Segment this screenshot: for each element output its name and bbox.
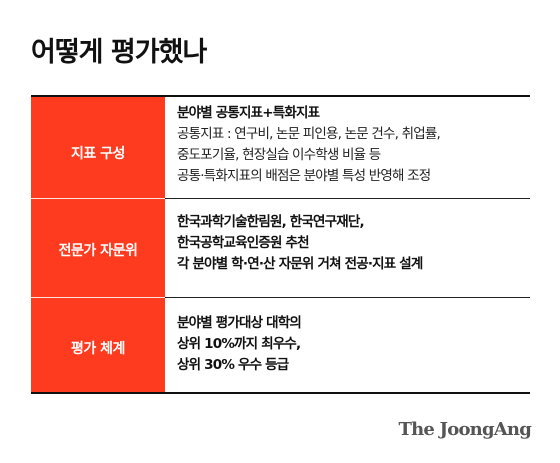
row-label-advisory: 전문가 자문위 [58,243,138,259]
row-content-indicators: 분야별 공통지표+특화지표 공통지표 : 연구비, 논문 피인용, 논문 건수,… [177,103,522,187]
page-title: 어떻게 평가했나 [31,37,207,68]
joongang-logo: The JoongAng [398,419,532,440]
content-line: 중도포기율, 현장실습 이수학생 비율 등 [177,147,381,163]
row-divider [31,297,165,298]
row-content-evaluation: 분야별 평가대상 대학의 상위 10%까지 최우수, 상위 30% 우수 등급 [177,313,522,376]
row-divider [31,198,165,199]
row-label-indicators: 지표 구성 [71,146,125,162]
row-label-evaluation: 평가 체계 [71,341,125,357]
content-line: 각 분야별 학·연·산 자문위 거쳐 전공·지표 설계 [177,256,423,272]
table-top-rule [31,95,530,97]
content-line: 분야별 공통지표+특화지표 [177,105,320,121]
row-divider [165,297,530,298]
content-line: 공통지표 : 연구비, 논문 피인용, 논문 건수, 취업률, [177,126,441,142]
row-content-advisory: 한국과학기술한림원, 한국연구재단, 한국공학교육인증원 추천 각 분야별 학·… [177,212,522,275]
row-divider [165,198,530,199]
content-line: 상위 10%까지 최우수, [177,336,301,352]
content-line: 분야별 평가대상 대학의 [177,315,302,331]
table-bottom-rule [31,392,530,394]
content-line: 공통·특화지표의 배점은 분야별 특성 반영해 조정 [177,168,431,184]
content-line: 상위 30% 우수 등급 [177,357,289,373]
content-line: 한국과학기술한림원, 한국연구재단, [177,214,365,230]
content-line: 한국공학교육인증원 추천 [177,235,310,251]
label-column [31,97,165,392]
